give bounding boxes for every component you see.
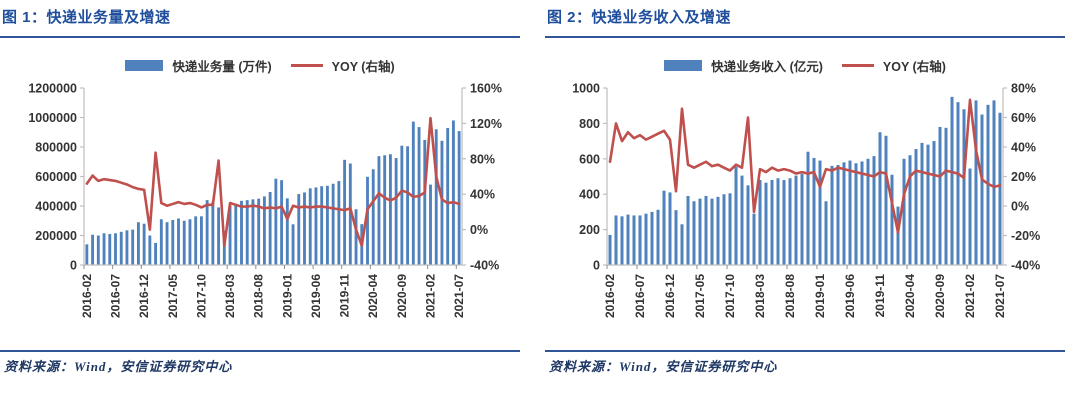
svg-text:0: 0 [70,259,77,273]
svg-text:-40%: -40% [470,259,499,273]
svg-text:120%: 120% [470,117,502,131]
svg-text:160%: 160% [470,82,502,96]
svg-text:2019-06: 2019-06 [843,274,857,318]
svg-text:40%: 40% [470,188,495,202]
legend-bar-swatch [664,59,703,71]
svg-text:80%: 80% [470,152,495,166]
svg-text:2019-01: 2019-01 [280,274,294,318]
legend-bar-swatch [125,59,164,71]
figure-1-title-rule [0,36,520,38]
figure-2-source-rule [545,350,1065,352]
svg-text:-20%: -20% [1011,229,1040,243]
svg-text:2021-02: 2021-02 [963,274,977,318]
svg-text:60%: 60% [1011,111,1036,125]
svg-text:2019-11: 2019-11 [338,274,352,318]
figure-1-title: 图 1：快递业务量及增速 [2,9,171,26]
legend-line-label: YOY (右轴) [331,59,395,74]
svg-text:2017-10: 2017-10 [194,274,208,318]
svg-text:0%: 0% [1011,200,1029,214]
svg-text:800000: 800000 [35,141,77,155]
svg-text:2017-05: 2017-05 [166,274,180,318]
svg-text:2016-02: 2016-02 [80,274,94,318]
svg-text:2021-07: 2021-07 [993,274,1007,318]
revenue-growth-chart: 0 200 400 600 800 1000 -40% -20% 0% 20% 40% 60% 80% 2… [572,82,1040,319]
svg-text:600: 600 [579,152,600,166]
figure-2-title-rule [545,36,1065,38]
report-figures-row: 图 1：快递业务量及增速 快递业务量 (万件) YOY (右轴) 0 200000… [0,6,1065,375]
svg-text:2020-09: 2020-09 [395,274,409,318]
svg-text:400000: 400000 [35,200,77,214]
figure-1-source-rule [0,350,520,352]
figure-1: 图 1：快递业务量及增速 快递业务量 (万件) YOY (右轴) 0 200000… [0,6,520,375]
svg-text:200000: 200000 [35,229,77,243]
svg-text:200: 200 [579,223,600,237]
legend-line-label: YOY (右轴) [882,59,946,74]
svg-text:600000: 600000 [35,170,77,184]
svg-text:2018-08: 2018-08 [783,274,797,318]
svg-text:2017-10: 2017-10 [723,274,737,318]
legend-bar-label: 快递业务量 (万件) [172,59,272,74]
svg-text:2016-12: 2016-12 [663,274,677,318]
legend-bar-label: 快递业务收入 (亿元) [711,59,823,74]
svg-text:2019-01: 2019-01 [813,274,827,318]
svg-text:2021-02: 2021-02 [424,274,438,318]
svg-text:1000: 1000 [572,82,600,96]
svg-text:2017-05: 2017-05 [693,274,707,318]
svg-text:1000000: 1000000 [28,111,77,125]
svg-text:2016-12: 2016-12 [137,274,151,318]
svg-text:2018-08: 2018-08 [252,274,266,318]
svg-text:0%: 0% [470,223,488,237]
figure-1-source: 资料来源：Wind，安信证券研究中心 [4,359,233,374]
svg-text:2016-07: 2016-07 [109,274,123,318]
figure-1-legend: 快递业务量 (万件) YOY (右轴) [0,56,520,74]
figure-2-legend: 快递业务收入 (亿元) YOY (右轴) [545,56,1065,74]
svg-text:40%: 40% [1011,141,1036,155]
figure-2-source: 资料来源：Wind，安信证券研究中心 [549,359,778,374]
svg-text:0: 0 [593,259,600,273]
legend-line-swatch [290,63,323,67]
svg-text:2021-07: 2021-07 [452,274,466,318]
svg-text:2020-04: 2020-04 [903,274,917,318]
svg-text:2020-04: 2020-04 [366,274,380,318]
svg-text:2019-11: 2019-11 [873,274,887,318]
figure-2: 图 2：快递业务收入及增速 快递业务收入 (亿元) YOY (右轴) 0 200 4… [545,6,1065,375]
svg-text:2018-03: 2018-03 [753,274,767,318]
svg-text:400: 400 [579,188,600,202]
svg-text:2019-06: 2019-06 [309,274,323,318]
svg-text:20%: 20% [1011,170,1036,184]
svg-text:2018-03: 2018-03 [223,274,237,318]
svg-text:2020-09: 2020-09 [933,274,947,318]
svg-text:1200000: 1200000 [28,82,77,96]
svg-text:-40%: -40% [1011,259,1040,273]
svg-text:2016-07: 2016-07 [633,274,647,318]
figure-2-title: 图 2：快递业务收入及增速 [547,9,732,26]
volume-growth-chart: 0 200000 400000 600000 800000 1000000 1200000 -… [28,82,502,319]
legend-line-swatch [841,63,874,67]
svg-text:800: 800 [579,117,600,131]
svg-text:80%: 80% [1011,82,1036,96]
svg-text:2016-02: 2016-02 [603,274,617,318]
